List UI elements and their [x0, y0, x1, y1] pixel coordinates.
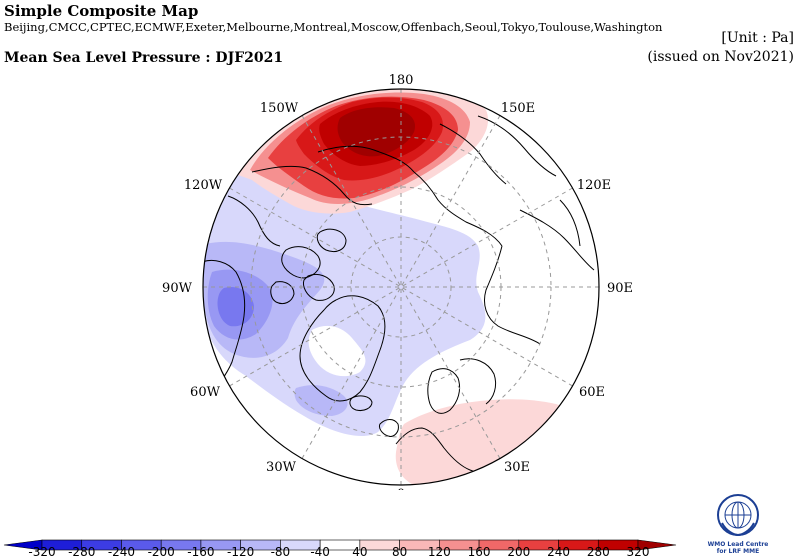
- lon-label-30w: 30W: [266, 460, 297, 475]
- colorbar-tick-label: -160: [187, 545, 215, 559]
- colorbar-tick-label: -280: [68, 545, 96, 559]
- colorbar-tick-label: -320: [28, 545, 56, 559]
- colorbar: [3, 539, 677, 551]
- colorbar-tick-label: -240: [107, 545, 136, 559]
- polar-map: 180 150E 120E 90E 60E 30E 0 30W 60W 90W …: [162, 73, 633, 490]
- colorbar-tick-label: 240: [547, 545, 570, 559]
- longitude-labels: 180 150E 120E 90E 60E 30E 0 30W 60W 90W …: [162, 73, 633, 490]
- wmo-emblem-icon: [717, 494, 759, 537]
- colorbar-tick-label: 120: [427, 545, 451, 559]
- graticule: [203, 89, 599, 485]
- unit-label: [Unit : Pa]: [721, 30, 794, 46]
- colorbar-tick-label: 80: [391, 545, 408, 559]
- map-subtitle: Mean Sea Level Pressure : DJF2021: [4, 50, 284, 66]
- colorbar-tick-label: 40: [352, 545, 368, 559]
- lon-label-180: 180: [389, 73, 414, 88]
- lon-label-90e: 90E: [607, 281, 633, 296]
- colorbar-tick-label: -80: [270, 545, 291, 559]
- lon-label-90w: 90W: [162, 281, 193, 296]
- lon-label-0: 0: [397, 487, 405, 490]
- lon-label-60w: 60W: [190, 385, 221, 400]
- lon-label-30e: 30E: [504, 460, 530, 475]
- colorbar-extend-high: [637, 539, 677, 551]
- lon-label-150e: 150E: [501, 101, 535, 116]
- colorbar-tick-label: 160: [467, 545, 491, 559]
- colorbar-tick-label: -200: [147, 545, 175, 559]
- issued-label: (issued on Nov2021): [647, 49, 794, 65]
- negative-anomaly-region: [203, 172, 486, 436]
- colorbar-tick-label: -120: [227, 545, 255, 559]
- contributing-centres: Beijing,CMCC,CPTEC,ECMWF,Exeter,Melbourn…: [4, 20, 663, 34]
- colorbar-tick-label: -40: [310, 545, 330, 559]
- lon-label-120e: 120E: [577, 178, 611, 193]
- lon-label-150w: 150W: [260, 101, 299, 116]
- map-disc: [203, 89, 599, 485]
- lon-label-60e: 60E: [579, 385, 605, 400]
- map-title: Simple Composite Map: [4, 2, 199, 20]
- lon-label-120w: 120W: [184, 178, 223, 193]
- logo-text: WMO Lead Centre for LRF MME: [707, 541, 769, 555]
- coastlines: [203, 115, 595, 477]
- colorbar-tick-label: 280: [586, 545, 610, 559]
- colorbar-tick-label: 320: [626, 545, 650, 559]
- map-border: [202, 88, 600, 486]
- colorbar-tick-label: 200: [507, 545, 531, 559]
- wmo-logo: WMO Lead Centre for LRF MME: [706, 493, 770, 555]
